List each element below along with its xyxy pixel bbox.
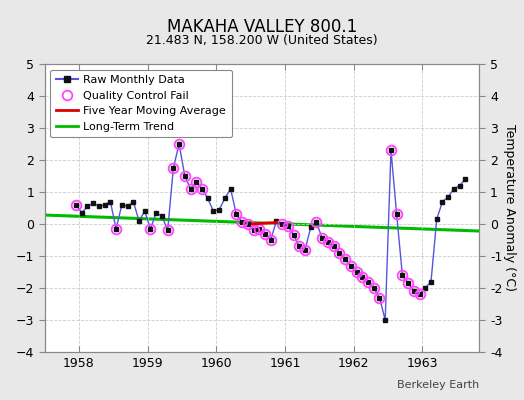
Text: 21.483 N, 158.200 W (United States): 21.483 N, 158.200 W (United States) — [146, 34, 378, 47]
Text: Temperature Anomaly (°C): Temperature Anomaly (°C) — [503, 124, 516, 292]
Legend: Raw Monthly Data, Quality Control Fail, Five Year Moving Average, Long-Term Tren: Raw Monthly Data, Quality Control Fail, … — [50, 70, 232, 137]
Text: MAKAHA VALLEY 800.1: MAKAHA VALLEY 800.1 — [167, 18, 357, 36]
Text: Berkeley Earth: Berkeley Earth — [397, 380, 479, 390]
